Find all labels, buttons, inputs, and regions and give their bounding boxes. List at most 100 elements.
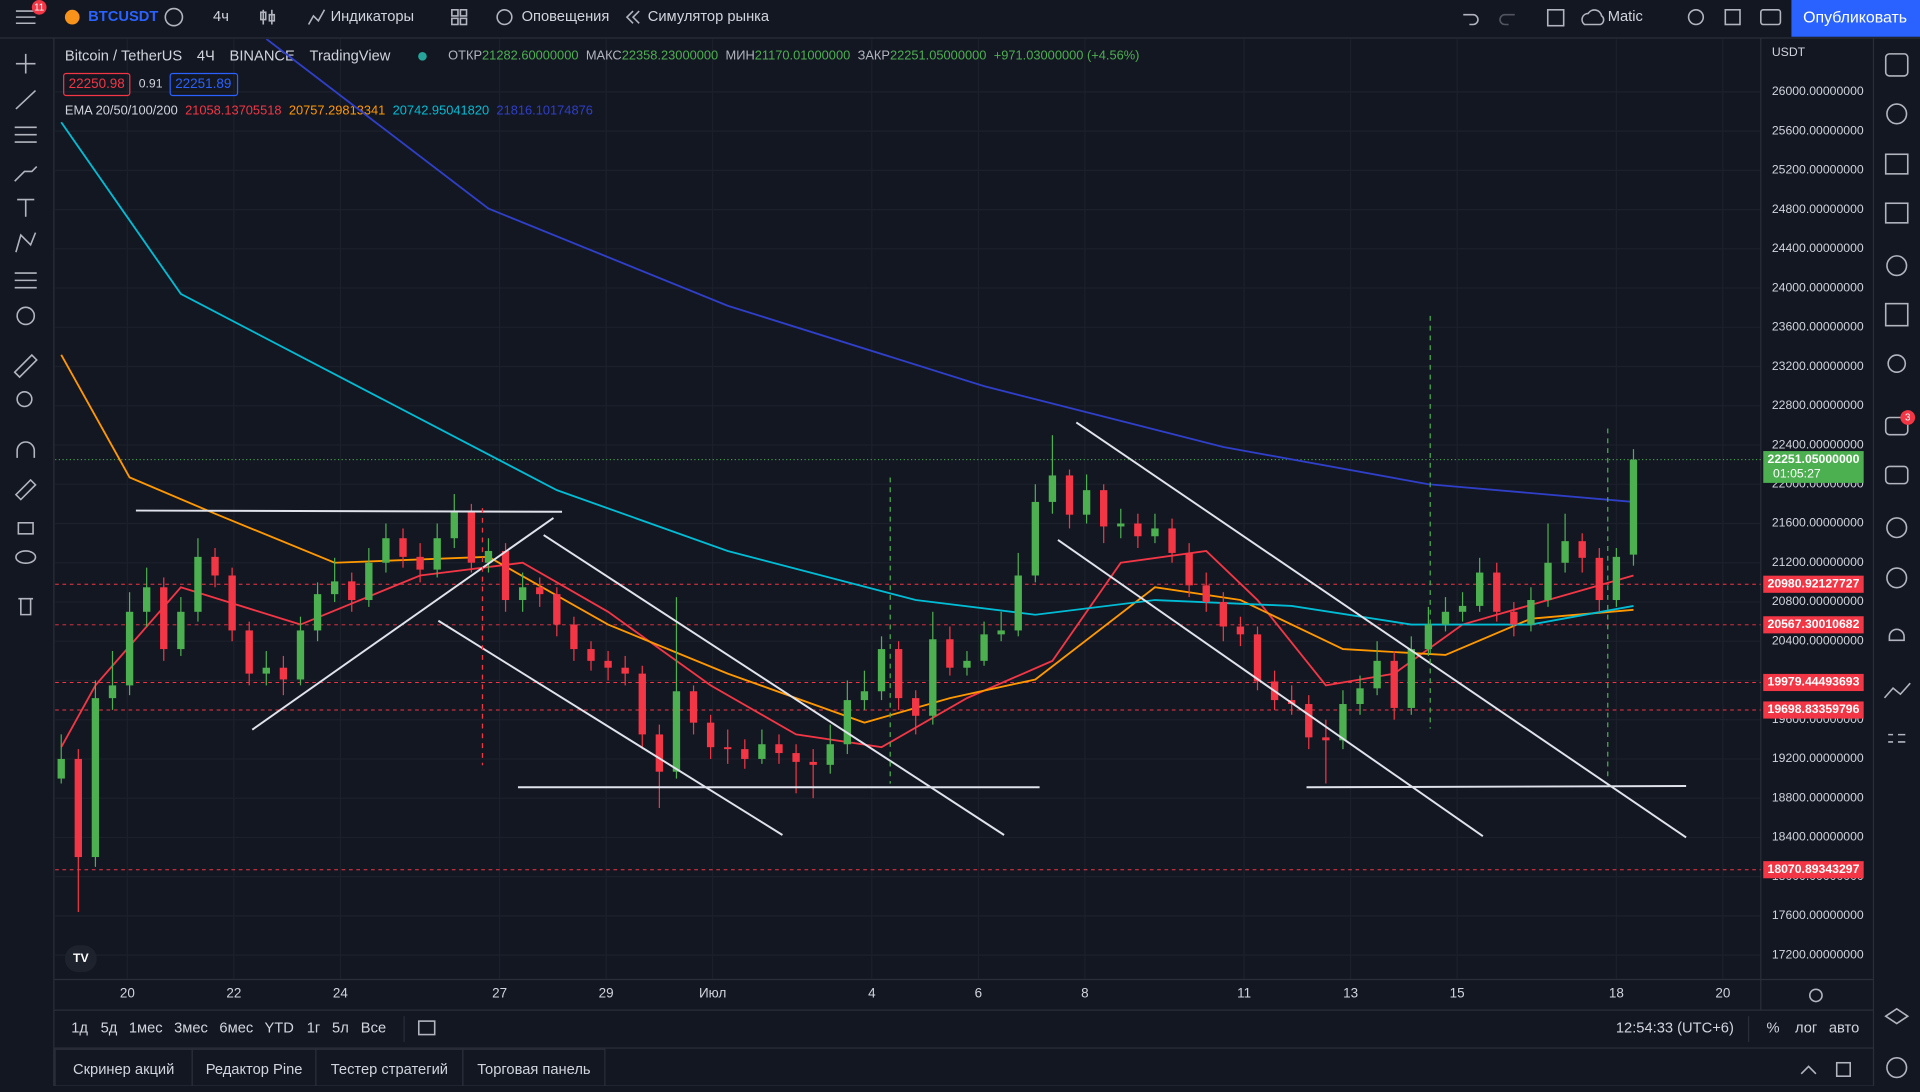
zoom[interactable] [16, 390, 33, 408]
chats[interactable] [1884, 416, 1909, 436]
candle-body [1493, 572, 1501, 612]
candle-body [1151, 528, 1159, 537]
legend-title: Bitcoin / TetherUS [65, 48, 182, 64]
log-toggle[interactable]: лог [1795, 1020, 1817, 1036]
range-button[interactable]: Все [361, 1020, 386, 1036]
replay-icon[interactable] [625, 10, 640, 24]
range-button[interactable]: 5л [332, 1020, 349, 1036]
tab-label[interactable]: Тестер стратегий [331, 1062, 448, 1078]
symbol[interactable]: BTCUSDT [88, 9, 158, 25]
ask-box[interactable] [169, 72, 239, 97]
price-label: 19698.83359796 [1768, 702, 1860, 716]
axis-settings[interactable] [1809, 988, 1823, 1003]
legend-source: TradingView [310, 48, 391, 64]
price-label-box [1763, 575, 1864, 593]
lock[interactable] [17, 522, 34, 535]
tab-label[interactable]: Редактор Pine [206, 1062, 303, 1078]
interval[interactable]: 4ч [213, 9, 229, 25]
date-range[interactable] [417, 1020, 436, 1036]
range-button[interactable]: 3мес [174, 1020, 208, 1036]
messages[interactable] [1884, 465, 1909, 485]
templates-icon[interactable] [451, 8, 468, 26]
bid-box[interactable] [63, 72, 131, 97]
percent-toggle[interactable]: % [1767, 1020, 1780, 1036]
badge [31, 0, 47, 15]
range-button[interactable]: YTD [264, 1020, 293, 1036]
alerts-button[interactable]: Оповещения [522, 9, 610, 25]
layout-name[interactable]: Matic [1608, 9, 1643, 25]
range-button[interactable]: 6мес [219, 1020, 253, 1036]
settings[interactable] [1687, 8, 1705, 26]
trend-tool[interactable] [15, 90, 37, 110]
candle-body [997, 630, 1005, 635]
candle-body [741, 749, 749, 759]
candle-body [929, 639, 937, 716]
tab[interactable] [191, 1048, 317, 1087]
candle-body [245, 630, 253, 674]
ema-value: 21816.10174876 [496, 103, 592, 118]
help[interactable] [1886, 1057, 1908, 1079]
alert-icon[interactable] [496, 8, 513, 26]
streams[interactable] [1886, 517, 1908, 539]
calendar[interactable] [1884, 302, 1909, 327]
menu-icon[interactable] [15, 10, 36, 25]
dom[interactable] [1888, 733, 1906, 743]
crosshair[interactable] [15, 53, 36, 74]
alerts-panel[interactable] [1886, 103, 1908, 125]
redo[interactable] [1499, 13, 1515, 26]
publish-button[interactable] [1791, 0, 1920, 37]
tab-label[interactable]: Торговая панель [477, 1062, 591, 1078]
compare-button[interactable] [164, 7, 184, 27]
draw-mode[interactable] [14, 478, 37, 501]
delete[interactable] [18, 597, 34, 616]
magnet[interactable] [16, 441, 36, 458]
pattern-tool[interactable] [15, 232, 37, 253]
undo[interactable] [1463, 13, 1479, 26]
trading[interactable] [1883, 682, 1911, 699]
tab[interactable] [315, 1048, 464, 1087]
news[interactable] [1884, 153, 1909, 175]
range-button[interactable]: 1г [307, 1020, 321, 1036]
candle-body [142, 587, 151, 612]
range-button[interactable]: 1д [71, 1020, 88, 1036]
broadcasts[interactable] [1886, 567, 1908, 589]
fullscreen[interactable] [1724, 8, 1741, 26]
ask[interactable]: 22251.89 [175, 76, 231, 91]
layout-button[interactable] [1546, 8, 1565, 27]
range-button[interactable]: 1мес [129, 1020, 163, 1036]
candle-body [1373, 660, 1381, 689]
last-price-label: 22251.05000000 [1768, 452, 1860, 466]
candle-body [724, 747, 732, 750]
ideas[interactable] [1887, 354, 1907, 373]
screenshot[interactable] [1760, 8, 1782, 26]
bid[interactable]: 22250.98 [69, 76, 125, 91]
brush-tool[interactable] [14, 165, 38, 182]
ema-title: EMA 20/50/100/200 [65, 103, 178, 118]
prediction-tool[interactable] [14, 272, 37, 289]
icons-tool[interactable] [16, 306, 36, 326]
ruler[interactable] [13, 353, 38, 379]
text-tool[interactable] [17, 198, 35, 217]
data-window[interactable] [1884, 202, 1909, 224]
currency[interactable]: USDT [1772, 45, 1806, 59]
tab-label[interactable]: Скринер акций [73, 1062, 174, 1078]
range-button[interactable]: 5д [101, 1020, 118, 1036]
candle-body [1065, 475, 1074, 515]
replay-button[interactable]: Симулятор рынка [648, 9, 770, 25]
hotlist[interactable] [1886, 255, 1908, 277]
candle-body [706, 722, 715, 748]
indicators-icon[interactable] [307, 9, 326, 25]
auto-toggle[interactable]: авто [1829, 1020, 1859, 1036]
watchlist[interactable] [1884, 53, 1909, 77]
notifications[interactable] [1888, 628, 1905, 642]
publish-text[interactable]: Опубликовать [1803, 10, 1907, 27]
fib-tool[interactable] [14, 126, 37, 143]
collapse[interactable] [1800, 1065, 1817, 1075]
indicators-button[interactable]: Индикаторы [331, 9, 415, 25]
candle-body [1048, 475, 1057, 502]
layers[interactable] [1884, 1007, 1910, 1025]
maximize[interactable] [1835, 1061, 1852, 1077]
candle-body [877, 649, 886, 692]
hide[interactable] [15, 550, 37, 564]
chart-type[interactable] [260, 9, 276, 25]
